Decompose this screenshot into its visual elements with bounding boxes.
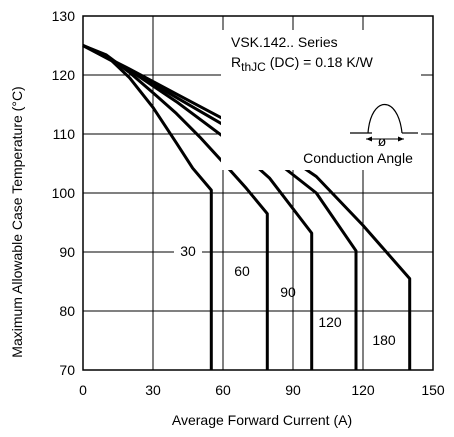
- series-label-120: 120: [318, 314, 342, 330]
- x-tick-label: 120: [351, 382, 375, 398]
- x-tick-label: 150: [421, 382, 445, 398]
- annotation-background: [221, 30, 421, 170]
- x-tick-label: 90: [285, 382, 301, 398]
- series-labels: 30 60 90 120 180: [174, 241, 396, 348]
- y-tick-label: 100: [52, 185, 76, 201]
- y-axis-title: Maximum Allowable Case Temperature (°C): [9, 86, 25, 357]
- x-tick-labels: 0 30 60 90 120 150: [79, 382, 445, 398]
- y-tick-label: 130: [52, 8, 76, 24]
- x-tick-label: 0: [79, 382, 87, 398]
- y-tick-label: 70: [59, 362, 75, 378]
- x-tick-label: 30: [145, 382, 161, 398]
- y-tick-label: 90: [59, 244, 75, 260]
- x-tick-label: 60: [215, 382, 231, 398]
- plot-frame: [82, 15, 434, 371]
- phi-symbol: ø: [378, 133, 387, 149]
- thermal-resistance: RthJC (DC) = 0.18 K/W: [231, 54, 374, 74]
- series-label-90: 90: [280, 284, 296, 300]
- series-label-60: 60: [234, 263, 250, 279]
- conduction-angle-label: Conduction Angle: [303, 150, 413, 166]
- series-title: VSK.142.. Series: [231, 34, 338, 50]
- y-tick-labels: 70 80 90 100 110 120 130: [52, 8, 76, 378]
- series-line-30: [82, 44, 213, 370]
- conduction-waveform-icon: [350, 104, 418, 142]
- series-label-180: 180: [372, 332, 396, 348]
- y-tick-label: 120: [52, 67, 76, 83]
- series-label-30: 30: [180, 243, 196, 259]
- x-axis-title: Average Forward Current (A): [172, 412, 352, 428]
- y-tick-label: 110: [53, 126, 76, 142]
- y-tick-label: 80: [59, 303, 75, 319]
